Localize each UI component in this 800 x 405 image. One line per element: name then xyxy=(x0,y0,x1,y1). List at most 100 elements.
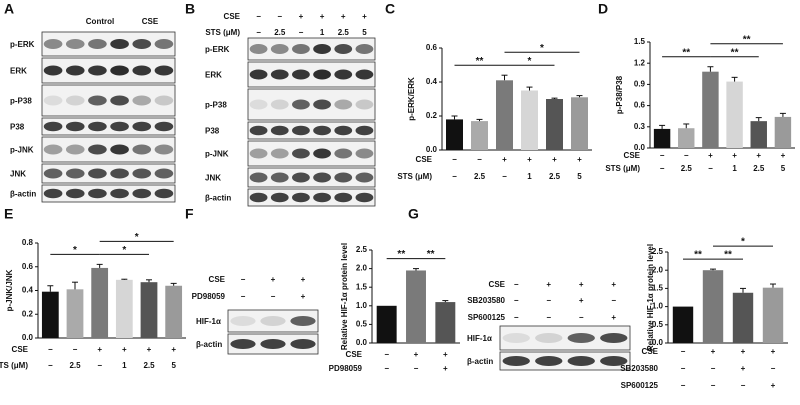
condition-value: − xyxy=(681,364,686,373)
y-tick-label: 0.3 xyxy=(634,122,646,131)
band xyxy=(132,188,152,199)
y-axis-label: Relative HIF-1α protein level xyxy=(646,244,655,351)
row-label: p-P38 xyxy=(10,97,32,106)
band xyxy=(355,148,374,159)
bar xyxy=(41,291,59,338)
blot-row xyxy=(41,31,176,57)
blot-row xyxy=(41,84,176,117)
band xyxy=(313,148,331,159)
y-tick-label: 0.6 xyxy=(22,262,34,271)
bar xyxy=(521,90,538,150)
band xyxy=(110,168,129,179)
row-label: p-JNK xyxy=(205,150,229,159)
condition-value: − xyxy=(452,172,457,181)
band xyxy=(355,172,374,183)
y-tick-label: 1.5 xyxy=(634,37,646,46)
condition-value: 5 xyxy=(171,361,176,370)
condition-value: − xyxy=(477,155,482,164)
condition-value: 1 xyxy=(527,172,532,181)
row-label: HIF-1α xyxy=(467,334,492,343)
condition-label: STS (μM) xyxy=(397,172,432,181)
bar xyxy=(496,80,513,150)
band xyxy=(132,144,152,155)
band xyxy=(88,95,107,106)
condition-value: + xyxy=(741,364,746,373)
band xyxy=(355,99,374,110)
condition-value: − xyxy=(241,292,246,301)
condition-value: + xyxy=(546,280,551,289)
condition-value: + xyxy=(271,275,276,284)
band xyxy=(43,168,63,179)
significance-label: * xyxy=(73,245,77,256)
band xyxy=(110,144,129,155)
y-tick-label: 0.0 xyxy=(356,338,368,347)
y-tick-label: 0.4 xyxy=(426,77,438,86)
condition-label: PD98059 xyxy=(329,364,363,373)
y-tick-label: 0.0 xyxy=(22,333,34,342)
condition-value: − xyxy=(681,347,686,356)
band xyxy=(535,356,563,366)
band xyxy=(230,339,256,349)
band xyxy=(65,144,85,155)
band xyxy=(502,333,530,343)
band xyxy=(270,192,289,203)
bar xyxy=(762,287,784,343)
band xyxy=(313,99,331,110)
condition-value: 1 xyxy=(122,361,127,370)
band xyxy=(334,192,353,203)
bar xyxy=(140,282,158,338)
significance-label: * xyxy=(540,43,544,54)
y-axis-label: p-P38/P38 xyxy=(615,75,624,114)
bar xyxy=(732,292,754,343)
band xyxy=(334,99,353,110)
band xyxy=(270,125,289,136)
condition-value: 5 xyxy=(577,172,582,181)
band xyxy=(313,44,331,54)
band xyxy=(292,192,310,203)
band xyxy=(132,39,152,49)
band xyxy=(249,148,268,159)
band xyxy=(43,121,63,132)
y-tick-label: 0.4 xyxy=(22,286,34,295)
band xyxy=(313,69,331,80)
condition-label: STS (μM) xyxy=(605,164,640,173)
y-tick-label: 0.6 xyxy=(426,43,438,52)
y-tick-label: 0.6 xyxy=(634,101,646,110)
condition-value: − xyxy=(708,164,713,173)
bar xyxy=(471,121,488,150)
band xyxy=(65,121,85,132)
panel-letter: D xyxy=(598,1,608,17)
condition-value: − xyxy=(514,280,519,289)
y-tick-label: 0.5 xyxy=(652,320,664,329)
condition-label: SP600125 xyxy=(621,381,659,390)
band xyxy=(43,188,63,199)
blot-row xyxy=(227,309,319,333)
bar xyxy=(702,71,719,148)
y-tick-label: 0.0 xyxy=(426,145,438,154)
band xyxy=(88,188,107,199)
condition-label: CSE xyxy=(209,275,226,284)
band xyxy=(355,44,374,54)
bar xyxy=(571,97,588,150)
blot-row xyxy=(247,88,376,121)
band xyxy=(65,65,85,76)
condition-value: 1 xyxy=(732,164,737,173)
y-tick-label: 1.0 xyxy=(356,301,368,310)
condition-value: − xyxy=(48,345,53,354)
row-label: p-ERK xyxy=(205,45,230,54)
significance-label: * xyxy=(528,56,532,67)
blot-row xyxy=(247,37,376,61)
band xyxy=(535,333,563,343)
band xyxy=(132,121,152,132)
band xyxy=(600,333,628,343)
panel-letter: E xyxy=(4,206,13,222)
band xyxy=(313,192,331,203)
column-label: Control xyxy=(86,17,114,26)
row-label: β-actin xyxy=(467,357,493,366)
condition-value: + xyxy=(579,296,584,305)
condition-label: CSE xyxy=(346,350,363,359)
bar xyxy=(678,128,695,148)
condition-value: − xyxy=(514,313,519,322)
band xyxy=(567,356,595,366)
blot-row xyxy=(41,136,176,163)
